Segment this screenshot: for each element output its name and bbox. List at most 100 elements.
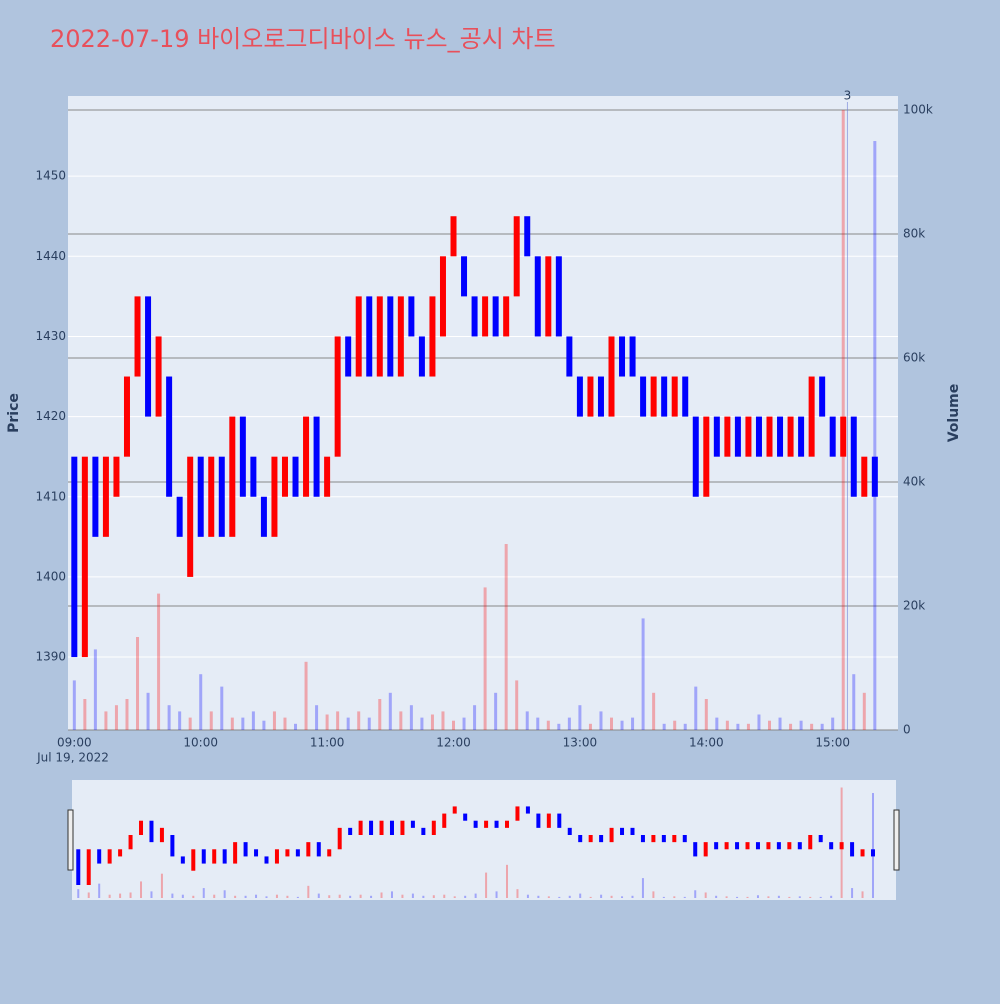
x-tick-label: 15:00 xyxy=(815,736,850,750)
volume-bar xyxy=(199,674,203,730)
candle xyxy=(397,296,404,377)
mini-candle xyxy=(379,820,384,835)
mini-candle xyxy=(348,827,353,835)
volume-bar xyxy=(325,714,329,730)
mini-volume-bar xyxy=(234,895,237,898)
candle xyxy=(492,296,499,337)
volume-bar xyxy=(567,717,571,730)
range-slider[interactable] xyxy=(72,780,896,900)
volume-bar xyxy=(789,723,793,730)
volume-bar xyxy=(136,637,140,730)
volume-bar xyxy=(757,714,761,730)
mini-candle xyxy=(201,849,206,864)
slider-handle[interactable] xyxy=(893,809,900,871)
volume-bar xyxy=(420,717,424,730)
mini-candle xyxy=(337,827,342,850)
x-tick-label: 12:00 xyxy=(436,736,471,750)
y-axis-title: Price xyxy=(6,393,22,433)
volume-bar xyxy=(473,705,477,730)
volume-bar xyxy=(146,692,150,730)
mini-volume-bar xyxy=(286,895,289,898)
mini-candle xyxy=(766,842,771,850)
mini-volume-bar xyxy=(244,895,247,898)
volume-bar xyxy=(283,717,287,730)
volume-bar xyxy=(557,723,561,730)
candle xyxy=(745,416,752,457)
mini-candle xyxy=(410,820,415,828)
candle xyxy=(692,416,699,497)
candle xyxy=(587,376,594,417)
mini-volume-bar xyxy=(673,896,676,898)
mini-candle xyxy=(285,849,290,857)
mini-candle xyxy=(452,806,457,814)
mini-candle xyxy=(389,820,394,835)
mini-volume-bar xyxy=(809,896,812,898)
candle xyxy=(334,336,341,457)
candle xyxy=(155,336,162,417)
y2-tick-label: 80k xyxy=(903,227,925,241)
candle xyxy=(650,376,657,417)
volume-bar xyxy=(294,723,298,730)
volume-bar xyxy=(430,714,434,730)
mini-volume-bar xyxy=(474,893,477,898)
mini-candle xyxy=(274,849,279,864)
mini-volume-bar xyxy=(777,895,780,898)
mini-candle xyxy=(672,835,677,843)
candle xyxy=(555,256,562,337)
volume-bar xyxy=(831,717,835,730)
candle xyxy=(145,296,152,417)
x-tick-label: 11:00 xyxy=(310,736,345,750)
mini-volume-bar xyxy=(349,895,352,898)
candle xyxy=(850,416,857,497)
candle xyxy=(608,336,615,417)
volume-bar xyxy=(873,141,877,730)
mini-candle xyxy=(620,827,625,835)
volume-bar xyxy=(736,723,740,730)
slider-handle[interactable] xyxy=(67,809,74,871)
mini-volume-bar xyxy=(589,896,592,898)
volume-bar xyxy=(209,711,213,730)
volume-bar xyxy=(241,717,245,730)
mini-candle xyxy=(97,849,102,864)
mini-volume-bar xyxy=(223,890,226,898)
mini-volume-bar xyxy=(171,893,174,898)
candle xyxy=(566,336,573,377)
volume-bar xyxy=(673,720,677,730)
volume-bar xyxy=(315,705,319,730)
mini-volume-bar xyxy=(871,793,874,898)
mini-volume-bar xyxy=(662,896,665,898)
mini-candle xyxy=(118,849,123,857)
candle xyxy=(408,296,415,337)
volume-bar xyxy=(810,723,814,730)
mini-volume-bar xyxy=(631,895,634,898)
volume-bar xyxy=(378,699,382,730)
y2-tick-label: 40k xyxy=(903,475,925,489)
volume-bar xyxy=(167,705,171,730)
candle xyxy=(524,216,531,257)
volume-bar xyxy=(262,720,266,730)
mini-volume-bar xyxy=(443,894,446,898)
mini-volume-bar xyxy=(464,895,467,898)
y-tick-label: 1440 xyxy=(35,249,66,263)
mini-volume-bar xyxy=(600,894,603,898)
mini-volume-bar xyxy=(610,895,613,898)
volume-bar xyxy=(852,674,856,730)
volume-bar xyxy=(620,720,624,730)
candle xyxy=(324,456,331,497)
mini-candle xyxy=(233,842,238,864)
candle xyxy=(724,416,731,457)
mini-volume-bar xyxy=(275,894,278,898)
volume-bar xyxy=(409,705,413,730)
volume-bar xyxy=(578,705,582,730)
candle xyxy=(197,456,204,537)
mini-volume-bar xyxy=(495,891,498,898)
mini-candle xyxy=(567,827,572,835)
mini-candle xyxy=(505,820,510,828)
candle xyxy=(576,376,583,417)
y2-tick-label: 60k xyxy=(903,351,925,365)
mini-volume-bar xyxy=(485,872,488,898)
candle xyxy=(239,416,246,497)
volume-bar xyxy=(662,723,666,730)
mini-candle xyxy=(588,835,593,843)
